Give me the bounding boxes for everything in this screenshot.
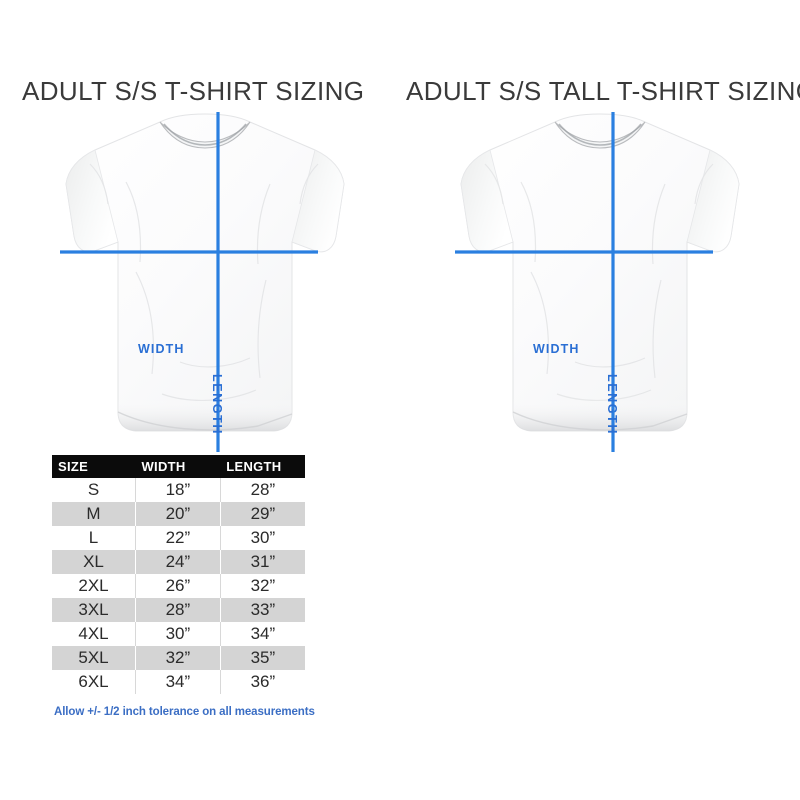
cell-size: XL xyxy=(52,550,136,574)
cell-size: 2XL xyxy=(52,574,136,598)
table-row: XL 24” 31” xyxy=(52,550,305,574)
table-header-row: SIZE WIDTH LENGTH xyxy=(52,455,305,478)
table-row: 2XL 26” 32” xyxy=(52,574,305,598)
cell-width: 30” xyxy=(134,622,221,646)
length-label-tall: LENGTH xyxy=(605,374,619,435)
cell-size: M xyxy=(52,502,136,526)
cell-length: 35” xyxy=(219,646,305,670)
tolerance-note-standard: Allow +/- 1/2 inch tolerance on all meas… xyxy=(54,706,315,718)
standard-sizing-panel: ADULT S/S T-SHIRT SIZING xyxy=(0,0,390,800)
cell-length: 36” xyxy=(219,670,305,694)
tshirt-diagram-standard: WIDTH LENGTH xyxy=(60,112,350,454)
length-label-standard: LENGTH xyxy=(210,374,224,435)
column-header-width: WIDTH xyxy=(135,455,221,478)
table-row: 4XL 30” 34” xyxy=(52,622,305,646)
cell-length: 29” xyxy=(219,502,305,526)
cell-length: 28” xyxy=(219,478,305,502)
cell-size: 6XL xyxy=(52,670,136,694)
column-header-size: SIZE xyxy=(52,455,136,478)
cell-width: 18” xyxy=(134,478,221,502)
width-label-standard: WIDTH xyxy=(138,342,185,356)
cell-width: 22” xyxy=(134,526,221,550)
cell-length: 32” xyxy=(219,574,305,598)
cell-length: 33” xyxy=(219,598,305,622)
cell-size: S xyxy=(52,478,136,502)
tall-sizing-panel: ADULT S/S TALL T-SHIRT SIZING xyxy=(400,0,800,800)
cell-width: 28” xyxy=(134,598,221,622)
cell-size: 4XL xyxy=(52,622,136,646)
page-title-standard: ADULT S/S T-SHIRT SIZING xyxy=(22,76,365,106)
table-row: 6XL 34” 36” xyxy=(52,670,305,694)
size-table-standard: SIZE WIDTH LENGTH S 18” 28” M 20” 29” L … xyxy=(52,455,305,694)
page-title-tall: ADULT S/S TALL T-SHIRT SIZING xyxy=(406,76,800,106)
cell-size: 3XL xyxy=(52,598,136,622)
cell-width: 32” xyxy=(134,646,221,670)
table-row: 5XL 32” 35” xyxy=(52,646,305,670)
cell-length: 31” xyxy=(219,550,305,574)
cell-width: 20” xyxy=(134,502,221,526)
cell-length: 30” xyxy=(219,526,305,550)
tshirt-icon xyxy=(60,112,345,452)
column-header-length: LENGTH xyxy=(220,455,305,478)
cell-length: 34” xyxy=(219,622,305,646)
width-label-tall: WIDTH xyxy=(533,342,580,356)
table-row: 3XL 28” 33” xyxy=(52,598,305,622)
cell-size: 5XL xyxy=(52,646,136,670)
cell-size: L xyxy=(52,526,136,550)
cell-width: 24” xyxy=(134,550,221,574)
cell-width: 26” xyxy=(134,574,221,598)
table-row: M 20” 29” xyxy=(52,502,305,526)
table-row: L 22” 30” xyxy=(52,526,305,550)
cell-width: 34” xyxy=(134,670,221,694)
tshirt-diagram-tall: WIDTH LENGTH xyxy=(455,112,745,454)
table-row: S 18” 28” xyxy=(52,478,305,502)
tshirt-icon xyxy=(455,112,740,452)
